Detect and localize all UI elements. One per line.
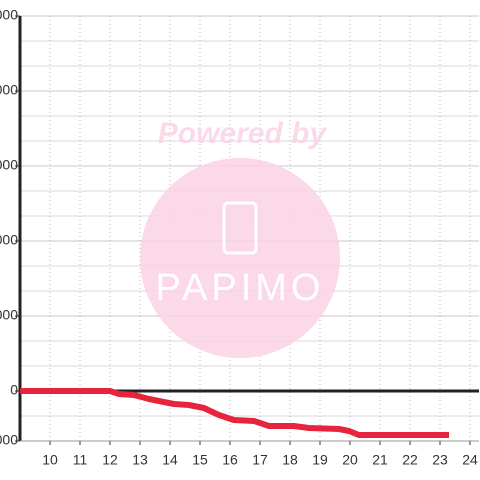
watermark-circle (140, 158, 340, 358)
x-tick-label: 14 (162, 452, 178, 468)
x-tick-label: 24 (462, 452, 478, 468)
y-tick-label: 60,000 (0, 232, 18, 248)
x-tick-label: 21 (372, 452, 388, 468)
series-line (20, 388, 449, 438)
x-tick-label: 12 (102, 452, 118, 468)
y-tick-label: 0 (10, 382, 18, 398)
x-tick-label: 23 (432, 452, 448, 468)
watermark-phone (222, 201, 258, 255)
y-tick-label: 30,000 (0, 307, 18, 323)
y-tick-label: 150,000 (0, 7, 18, 23)
x-tick-label: 19 (312, 452, 328, 468)
y-tick-label: -20,000 (0, 432, 18, 448)
watermark: Powered by PAPIMO (140, 117, 340, 358)
x-tick-label: 22 (402, 452, 418, 468)
y-tick-label: 120,000 (0, 82, 18, 98)
watermark-logo: PAPIMO (156, 267, 325, 309)
watermark-text: Powered by (158, 117, 328, 150)
x-tick-label: 17 (252, 452, 268, 468)
x-tick-label: 10 (42, 452, 58, 468)
x-tick-label: 16 (222, 452, 238, 468)
x-tick-label: 18 (282, 452, 298, 468)
x-tick-label: 15 (192, 452, 208, 468)
x-tick-label: 20 (342, 452, 358, 468)
y-tick-label: 90,000 (0, 157, 18, 173)
x-tick-label: 11 (73, 452, 88, 468)
x-tick-label: 13 (132, 452, 148, 468)
